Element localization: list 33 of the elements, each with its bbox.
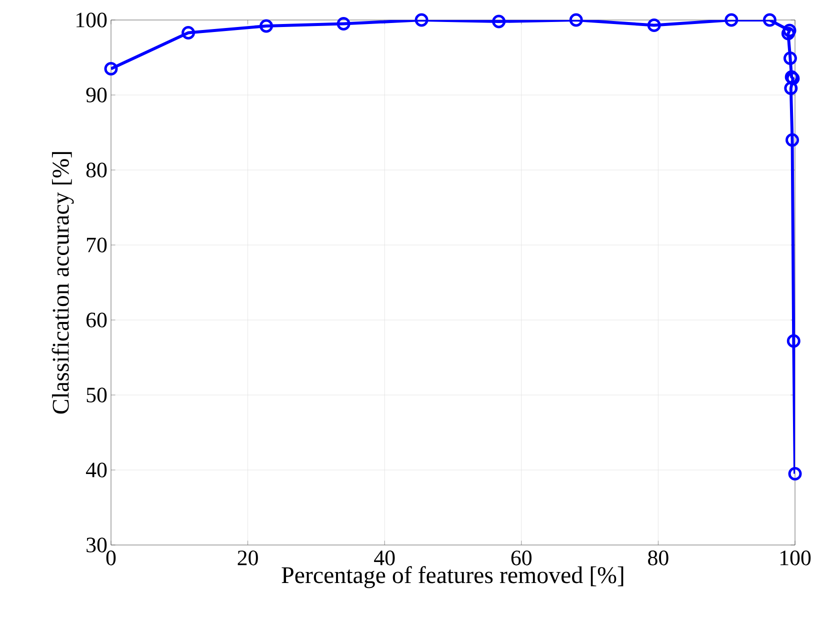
x-tick-label: 40 bbox=[374, 550, 395, 566]
point bbox=[762, 13, 776, 27]
point bbox=[569, 13, 583, 27]
y-tick-label: 100 bbox=[76, 12, 107, 28]
x-tick-label: 60 bbox=[511, 550, 532, 566]
point bbox=[414, 13, 428, 27]
x-tick-label: 20 bbox=[238, 550, 258, 566]
point bbox=[182, 26, 196, 40]
x-tick-label: 100 bbox=[780, 550, 811, 566]
y-tick-label: 30 bbox=[86, 538, 107, 552]
y-tick-label: 40 bbox=[86, 462, 107, 478]
x-tick-label: 0 bbox=[106, 550, 116, 566]
point bbox=[724, 13, 738, 27]
point bbox=[786, 334, 800, 348]
x-axis-title: Percentage of features removed [%] bbox=[282, 566, 624, 588]
y-tick-label: 70 bbox=[87, 238, 107, 252]
point bbox=[336, 16, 350, 30]
point bbox=[781, 26, 795, 40]
point bbox=[647, 18, 661, 32]
y-axis-title: Classification accuracy [%] bbox=[52, 152, 74, 414]
point bbox=[784, 81, 798, 95]
point bbox=[492, 14, 506, 28]
point bbox=[786, 133, 800, 147]
point bbox=[260, 19, 274, 33]
x-tick-label: 80 bbox=[648, 550, 668, 566]
point bbox=[783, 51, 797, 65]
y-tick-label: 90 bbox=[86, 88, 107, 102]
y-tick-label: 50 bbox=[86, 388, 107, 402]
point bbox=[782, 24, 796, 38]
y-tick-label: 60 bbox=[86, 312, 107, 328]
y-tick-label: 80 bbox=[86, 162, 107, 178]
point bbox=[104, 62, 118, 76]
point bbox=[788, 467, 802, 480]
